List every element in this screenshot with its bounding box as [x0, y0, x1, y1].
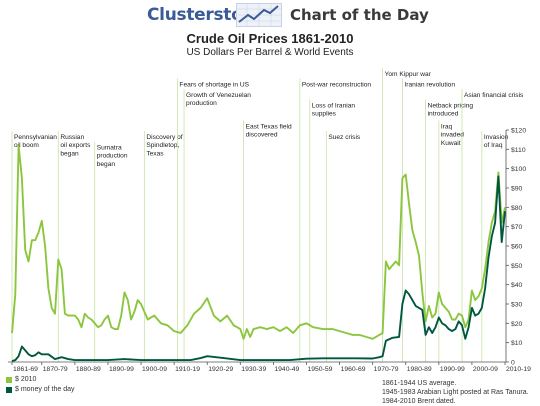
- x-tick-label-11: 1970-79: [374, 366, 399, 373]
- event-label-11: Iranian revolution: [404, 82, 455, 89]
- legend-label-money: $ money of the day: [15, 386, 75, 393]
- event-label-8: Loss of Iranian supplies: [312, 103, 356, 118]
- x-tick-label-14: 2000-09: [473, 366, 498, 373]
- x-tick-label-7: 1930-39: [241, 366, 266, 373]
- y-tick-label-3: $30: [511, 302, 523, 309]
- x-tick-label-3: 1890-99: [109, 366, 134, 373]
- event-label-4: Fears of shortage in US: [179, 82, 249, 89]
- x-tick-label-0: 1861-69: [13, 366, 38, 373]
- y-tick-label-7: $70: [511, 224, 523, 231]
- x-tick-label-6: 1920-29: [208, 366, 233, 373]
- x-tick-label-5: 1910-19: [175, 366, 200, 373]
- y-tick-label-10: $100: [511, 166, 526, 173]
- event-label-6: East Texas field discovered: [246, 124, 292, 139]
- legend-swatch-2010: [6, 377, 12, 383]
- brand-logo-text: Clusterstock: [147, 5, 264, 25]
- chart-title: Crude Oil Prices 1861-2010: [186, 31, 354, 46]
- x-tick-label-10: 1960-69: [341, 366, 366, 373]
- chart-header: Clusterstock Chart of the Day: [0, 0, 540, 30]
- y-tick-label-9: $90: [511, 186, 523, 193]
- x-tick-label-9: 1950-59: [307, 366, 332, 373]
- y-tick-label-2: $20: [511, 321, 523, 328]
- x-tick-label-12: 1980-89: [407, 366, 432, 373]
- x-tick-label-15: 2010-19: [506, 366, 531, 373]
- event-label-13: Iraq invaded Kuwait: [441, 124, 464, 147]
- y-tick-label-11: $110: [511, 147, 526, 154]
- source-note-us-average: 1861-1944 US average.: [382, 380, 457, 387]
- y-tick-label-0: 0: [511, 360, 515, 367]
- event-label-0: Pennsylvanian oil boom: [14, 134, 57, 149]
- y-tick-label-5: $50: [511, 263, 523, 270]
- chart-legend: $ 2010 $ money of the day: [6, 375, 75, 395]
- event-label-7: Post-war reconstruction: [302, 82, 372, 89]
- legend-swatch-money: [6, 387, 12, 393]
- x-tick-label-1: 1870-79: [43, 366, 68, 373]
- series-line-money-of-the-day: [11, 175, 506, 362]
- chart-subtitle: US Dollars Per Barrel & World Events: [186, 47, 354, 58]
- x-tick-label-13: 1990-99: [440, 366, 465, 373]
- source-notes: 1861-1944 US average. 1945-1983 Arabian …: [382, 379, 529, 406]
- event-label-2: Sumatra production began: [97, 145, 128, 168]
- chart-of-the-day-label: Chart of the Day: [290, 6, 429, 24]
- y-tick-label-12: $120: [511, 128, 526, 135]
- event-label-1: Russian oil exports began: [60, 134, 91, 157]
- y-tick-label-1: $10: [511, 340, 523, 347]
- event-label-3: Discovery of Spindletop, Texas: [146, 134, 182, 157]
- event-label-14: Asian financial crisis: [464, 92, 524, 99]
- event-label-12: Netback pricing introduced: [428, 103, 474, 118]
- event-label-5: Growth of Venezuelan production: [186, 92, 251, 107]
- x-tick-label-8: 1940-49: [274, 366, 299, 373]
- trend-chart-icon: [236, 3, 282, 27]
- source-note-brent: 1984-2010 Brent dated.: [382, 398, 456, 405]
- y-tick-label-6: $60: [511, 244, 523, 251]
- legend-item-money-of-the-day: $ money of the day: [6, 385, 75, 395]
- legend-item-2010: $ 2010: [6, 375, 75, 385]
- event-label-10: Yom Kippur war: [385, 71, 432, 78]
- x-tick-label-4: 1900-09: [142, 366, 167, 373]
- source-note-arabian-light: 1945-1983 Arabian Light posted at Ras Ta…: [382, 389, 529, 396]
- x-tick-label-2: 1880-89: [76, 366, 101, 373]
- legend-label-2010: $ 2010: [15, 376, 37, 383]
- event-label-15: Invasion of Iraq: [484, 134, 509, 149]
- y-tick-label-8: $80: [511, 205, 523, 212]
- y-tick-label-4: $40: [511, 282, 523, 289]
- event-label-9: Suez crisis: [328, 134, 361, 141]
- series-line-2010-dollars: [11, 144, 506, 340]
